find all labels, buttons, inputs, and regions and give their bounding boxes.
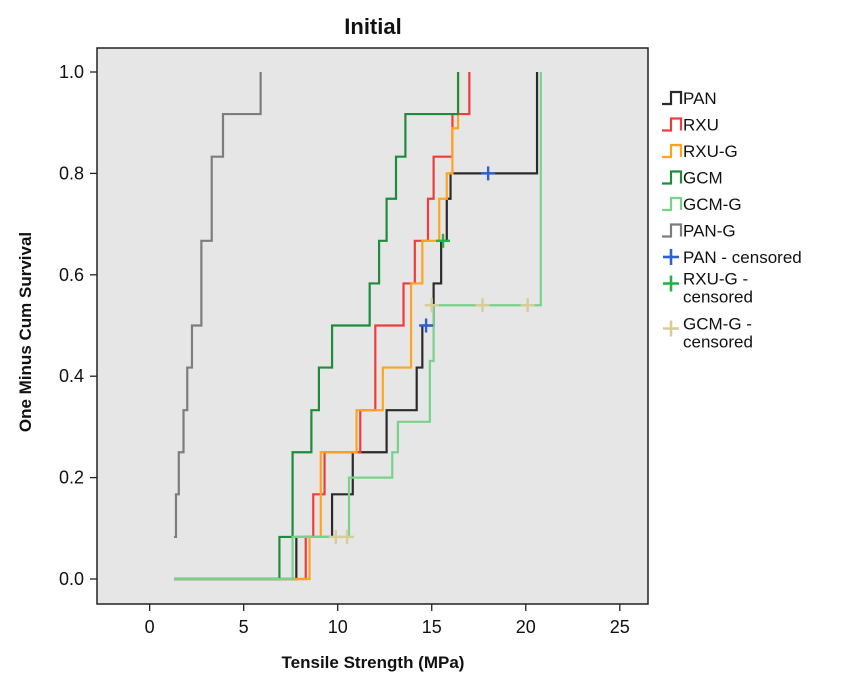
x-tick-label: 10 — [328, 617, 348, 637]
legend-item-gcm-g-censored: GCM-G -censored — [663, 315, 753, 352]
y-axis-title: One Minus Cum Survival — [16, 232, 35, 432]
censor-layer — [328, 166, 535, 544]
y-tick-label: 0.4 — [59, 366, 84, 386]
series-line-pan — [174, 72, 539, 581]
legend: PAN RXU RXU-G GCM GCM-G PAN-G PAN - censored RX… — [662, 89, 802, 352]
series-line-pan-g — [174, 72, 262, 539]
censor-marker-gcm-g-censored — [424, 298, 439, 313]
x-tick-label: 15 — [422, 617, 442, 637]
censor-marker-pan-censored — [419, 318, 434, 333]
legend-swatch — [662, 196, 683, 212]
legend-swatch — [662, 90, 683, 106]
legend-item-pan-g: PAN-G — [662, 222, 736, 241]
censor-marker-gcm-g-censored — [340, 529, 355, 544]
series-layer — [174, 72, 542, 581]
x-tick-label: 20 — [516, 617, 536, 637]
series-line-gcm — [174, 72, 460, 581]
x-tick-label: 0 — [145, 617, 155, 637]
legend-swatch — [662, 143, 683, 159]
legend-swatch — [662, 170, 683, 185]
y-tick-label: 0.6 — [59, 265, 84, 285]
legend-label: RXU-G — [683, 142, 738, 161]
y-tick-label: 0.0 — [59, 569, 84, 589]
legend-label: GCM-G -censored — [683, 315, 753, 352]
censor-marker-gcm-g-censored — [475, 298, 490, 313]
legend-label: RXU-G -censored — [683, 270, 753, 307]
x-tick-label: 5 — [239, 617, 249, 637]
legend-item-gcm: GCM — [662, 169, 723, 188]
legend-item-rxu-g: RXU-G — [662, 142, 738, 161]
y-tick-label: 0.2 — [59, 468, 84, 488]
chart-title: Initial — [344, 14, 401, 39]
series-line-rxu-g — [174, 72, 460, 581]
legend-plus-icon — [663, 320, 679, 337]
censor-marker-rxu-g-censored — [436, 233, 451, 248]
legend-item-gcm-g: GCM-G — [662, 195, 742, 214]
legend-swatch — [662, 223, 683, 238]
legend-item-pan-censored: PAN - censored — [663, 248, 802, 267]
legend-item-rxu-g-censored: RXU-G -censored — [663, 270, 753, 307]
legend-label: GCM-G — [683, 195, 742, 214]
legend-item-pan: PAN — [662, 89, 717, 108]
legend-label: RXU — [683, 116, 719, 135]
series-line-rxu — [174, 72, 471, 581]
y-tick-label: 1.0 — [59, 62, 84, 82]
x-axis-title: Tensile Strength (MPa) — [282, 653, 465, 672]
plot-area — [96, 47, 649, 605]
legend-plus-icon — [663, 275, 679, 292]
legend-label: PAN-G — [683, 222, 736, 241]
legend-swatch — [662, 117, 683, 132]
y-axis: 0.0 0.2 0.4 0.6 0.8 1.0 — [59, 62, 97, 589]
y-tick-label: 0.8 — [59, 163, 84, 183]
series-line-gcm-g — [174, 72, 542, 581]
legend-plus-icon — [663, 249, 679, 265]
legend-label: PAN - censored — [683, 248, 802, 267]
x-tick-label: 25 — [610, 617, 630, 637]
legend-label: PAN — [683, 89, 717, 108]
legend-item-rxu: RXU — [662, 116, 719, 135]
x-axis: 0 5 10 15 20 25 — [145, 604, 630, 637]
legend-label: GCM — [683, 169, 723, 188]
censor-marker-pan-censored — [481, 166, 496, 181]
censor-marker-gcm-g-censored — [520, 298, 535, 313]
